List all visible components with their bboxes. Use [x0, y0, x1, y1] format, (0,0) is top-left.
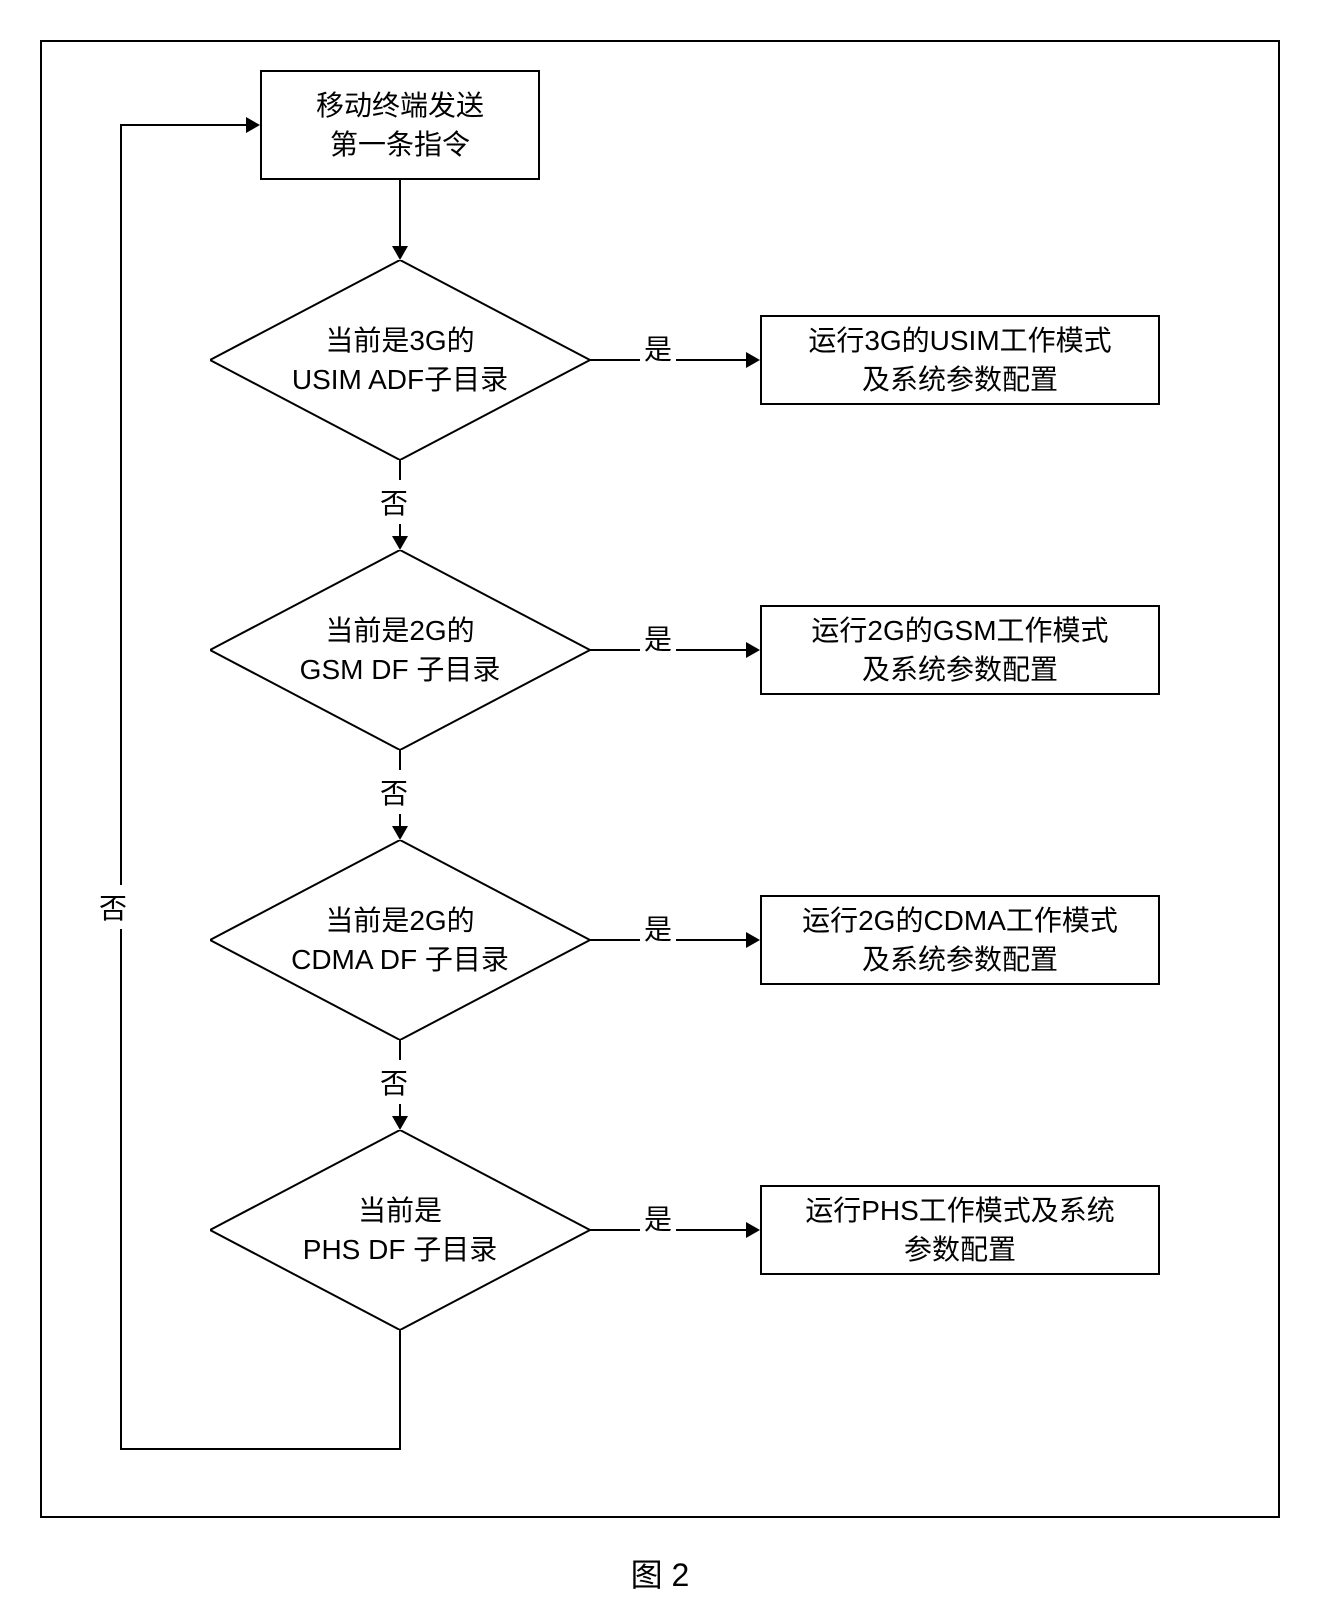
node-d2-line1: 当前是2G的: [325, 615, 474, 646]
node-a3: 运行2G的CDMA工作模式 及系统参数配置: [760, 895, 1160, 985]
arrow-d3-d4: [392, 1116, 408, 1130]
arrow-d4-loop: [246, 117, 260, 133]
label-d1-yes: 是: [640, 326, 676, 370]
arrow-d1-d2: [392, 536, 408, 550]
node-a3-line1: 运行2G的CDMA工作模式: [802, 905, 1118, 936]
label-d3-yes: 是: [640, 906, 676, 950]
edge-d4-loop-up: [120, 125, 122, 1450]
node-a4: 运行PHS工作模式及系统 参数配置: [760, 1185, 1160, 1275]
label-d4-yes: 是: [640, 1196, 676, 1240]
edge-d4-loop-left: [120, 1448, 401, 1450]
node-d4-line2: PHS DF 子目录: [303, 1234, 497, 1265]
node-start-line2: 第一条指令: [330, 129, 470, 160]
node-a2-line2: 及系统参数配置: [862, 654, 1058, 685]
arrow-d1-a1: [746, 352, 760, 368]
node-a4-line1: 运行PHS工作模式及系统: [805, 1195, 1115, 1226]
label-d1-no: 否: [376, 480, 412, 524]
node-d4-line1: 当前是: [358, 1195, 442, 1226]
node-a1: 运行3G的USIM工作模式 及系统参数配置: [760, 315, 1160, 405]
label-d2-no: 否: [376, 770, 412, 814]
edge-d4-loop-right: [120, 124, 248, 126]
edge-start-d1: [399, 180, 401, 248]
node-a2: 运行2G的GSM工作模式 及系统参数配置: [760, 605, 1160, 695]
node-start: 移动终端发送 第一条指令: [260, 70, 540, 180]
node-d2: 当前是2G的 GSM DF 子目录: [210, 550, 590, 750]
label-d2-yes: 是: [640, 616, 676, 660]
arrow-d2-d3: [392, 826, 408, 840]
node-a4-line2: 参数配置: [904, 1234, 1016, 1265]
node-a1-line2: 及系统参数配置: [862, 364, 1058, 395]
node-d2-line2: GSM DF 子目录: [300, 654, 501, 685]
arrow-d2-a2: [746, 642, 760, 658]
label-d3-no: 否: [376, 1060, 412, 1104]
node-d1-line1: 当前是3G的: [325, 325, 474, 356]
arrow-d3-a3: [746, 932, 760, 948]
flowchart-container: 移动终端发送 第一条指令 当前是3G的 USIM ADF子目录 是 运行3G的U…: [0, 0, 1320, 1608]
arrow-d4-a4: [746, 1222, 760, 1238]
node-d1-line2: USIM ADF子目录: [292, 364, 508, 395]
node-d3: 当前是2G的 CDMA DF 子目录: [210, 840, 590, 1040]
node-d3-line1: 当前是2G的: [325, 905, 474, 936]
node-start-line1: 移动终端发送: [316, 90, 484, 121]
node-d3-line2: CDMA DF 子目录: [291, 944, 509, 975]
node-a2-line1: 运行2G的GSM工作模式: [811, 615, 1108, 646]
node-d1: 当前是3G的 USIM ADF子目录: [210, 260, 590, 460]
node-a1-line1: 运行3G的USIM工作模式: [808, 325, 1111, 356]
arrow-start-d1: [392, 246, 408, 260]
node-a3-line2: 及系统参数配置: [862, 944, 1058, 975]
node-d4: 当前是 PHS DF 子目录: [210, 1130, 590, 1330]
label-d4-no: 否: [95, 885, 131, 929]
edge-d4-loop-down: [399, 1330, 401, 1450]
figure-caption: 图 2: [560, 1550, 760, 1596]
